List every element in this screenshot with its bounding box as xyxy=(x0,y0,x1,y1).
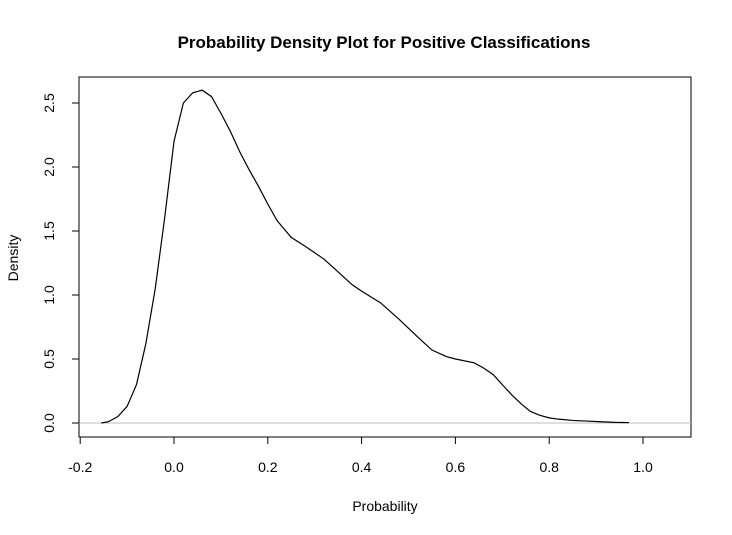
x-tick-label: 0.8 xyxy=(539,459,559,475)
y-axis: 0.0 0.5 1.0 1.5 2.0 2.5 xyxy=(41,93,80,433)
y-tick-label: 0.5 xyxy=(41,349,57,369)
y-axis-label: Density xyxy=(5,235,21,282)
x-axis: -0.2 0.0 0.2 0.4 0.6 0.8 1.0 xyxy=(68,436,653,475)
chart-title: Probability Density Plot for Positive Cl… xyxy=(178,33,591,52)
plot-box xyxy=(78,76,692,438)
x-tick-label: 0.4 xyxy=(352,459,372,475)
x-tick-label: 0.0 xyxy=(164,459,184,475)
x-tick-label: 0.6 xyxy=(446,459,466,475)
x-axis-label: Probability xyxy=(352,498,417,514)
y-tick-label: 0.0 xyxy=(41,413,57,433)
y-tick-label: 2.5 xyxy=(41,93,57,113)
x-tick-label: 1.0 xyxy=(633,459,653,475)
x-tick-label: 0.2 xyxy=(258,459,278,475)
y-tick-label: 1.0 xyxy=(41,285,57,305)
x-tick-label: -0.2 xyxy=(68,459,92,475)
density-line xyxy=(101,89,629,424)
y-tick-label: 1.5 xyxy=(41,221,57,241)
y-tick-label: 2.0 xyxy=(41,157,57,177)
